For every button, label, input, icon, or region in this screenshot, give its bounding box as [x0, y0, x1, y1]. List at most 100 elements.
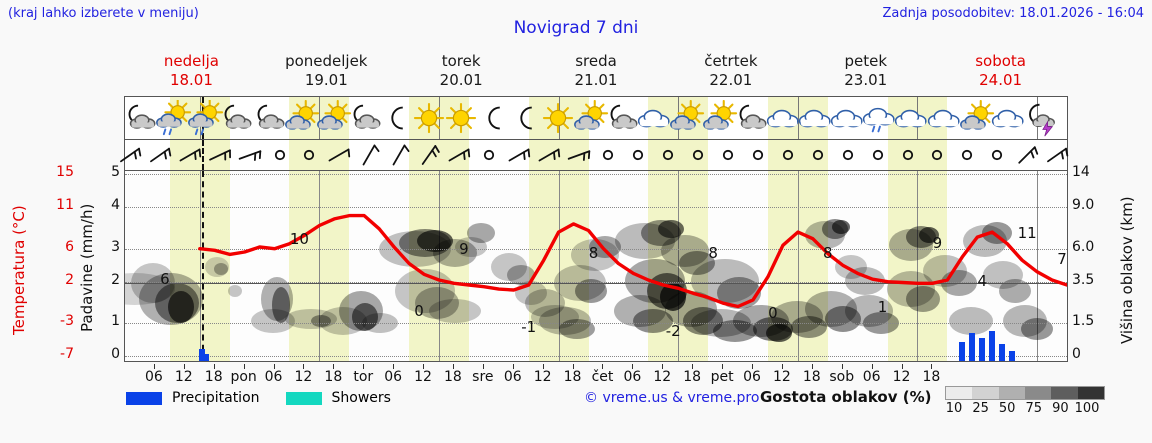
wind-barb-calm-16 — [593, 140, 623, 170]
x-tick-mark-13 — [542, 364, 544, 369]
day-name: četrtek — [704, 52, 758, 70]
wind-barb-calm-17 — [623, 140, 653, 170]
day-name: sreda — [575, 52, 617, 70]
weather-icon-sun-9 — [410, 100, 448, 138]
x-tick-label-15: čet — [591, 369, 614, 385]
wind-barb-10 — [414, 140, 444, 170]
temperature-value-label-14: 7 — [1057, 250, 1067, 268]
weather-icon-row — [124, 96, 1068, 140]
cloud-density-cell-0 — [946, 387, 973, 399]
wind-barb-31 — [1042, 140, 1072, 170]
x-tick-mark-25 — [901, 364, 903, 369]
temperature-value-label-11: 9 — [932, 234, 943, 252]
precip-bar-1 — [202, 354, 209, 361]
temperature-value-label-12: 4 — [977, 272, 988, 290]
x-tick-label-13: 12 — [533, 369, 552, 385]
wind-barb-calm-23 — [803, 140, 833, 170]
weather-icon-moon-cloud-7 — [346, 100, 384, 138]
x-tick-label-3: pon — [230, 369, 257, 385]
wind-barb-30 — [1012, 140, 1042, 170]
precipitation-legend-label: Precipitation — [172, 390, 260, 406]
weather-icon-cloud-drizzle-23 — [860, 100, 898, 138]
weather-icon-moon-cloud-0 — [121, 100, 159, 138]
x-tick-label-2: 18 — [204, 369, 223, 385]
temperature-value-label-13: 11 — [1017, 224, 1037, 242]
wind-barb-calm-5 — [265, 140, 295, 170]
temperature-value-label-8: 0 — [768, 304, 778, 322]
weather-icon-cloud-20 — [764, 100, 802, 138]
day-date: 22.01 — [709, 71, 753, 89]
day-header-3: sreda 21.01 — [529, 52, 664, 94]
page-title: Novigrad 7 dni — [513, 18, 639, 38]
temperature-value-label-5: 8 — [588, 244, 599, 262]
x-tick-label-12: 06 — [503, 369, 522, 385]
day-date: 23.01 — [844, 71, 888, 89]
temperature-tick-4: -3 — [60, 313, 74, 329]
cloud-density-cell-5 — [1077, 387, 1104, 399]
wind-barb-13 — [504, 140, 534, 170]
temp-gridline-2 — [125, 248, 1067, 250]
precip-bar-2 — [959, 341, 966, 361]
temp-gridline-5 — [125, 356, 1067, 358]
wind-barb-row — [120, 140, 1069, 170]
cloud-height-tick-1: 9.0 — [1072, 197, 1095, 214]
precipitation-tick-4: 1 — [111, 313, 120, 329]
dashline — [201, 171, 204, 361]
daylight-band-6 — [887, 171, 948, 361]
wind-barb-calm-19 — [683, 140, 713, 170]
temperature-curve — [198, 213, 1067, 309]
x-tick-mark-4 — [273, 364, 275, 369]
cloud-density-cell-4 — [1051, 387, 1078, 399]
day-date: 19.01 — [304, 71, 348, 89]
weather-icon-cloud-25 — [925, 100, 963, 138]
weather-icon-sun-cloud-5 — [282, 100, 320, 138]
cloud-height-tick-0: 14 — [1072, 164, 1090, 181]
weather-icon-sun-13 — [539, 100, 577, 138]
wind-barb-calm-21 — [743, 140, 773, 170]
daylight-band-2 — [409, 171, 469, 361]
x-tick-mark-16 — [632, 364, 634, 369]
temperature-value-label-3: 9 — [459, 240, 469, 258]
weather-icon-moon-cloud-3 — [217, 100, 255, 138]
wind-barb-calm-28 — [952, 140, 982, 170]
wind-barb-calm-18 — [653, 140, 683, 170]
day-header-6: sobota 24.01 — [933, 52, 1068, 94]
weather-icon-sun-cloud-14 — [571, 100, 609, 138]
precipitation-tick-1: 4 — [111, 197, 120, 214]
x-tick-label-5: 12 — [294, 369, 313, 385]
day-separator-4 — [678, 171, 680, 361]
weather-icon-moon-8 — [378, 100, 416, 138]
wind-barb-calm-25 — [863, 140, 893, 170]
temp-gridline-3 — [125, 281, 1067, 283]
weather-icon-sun-10 — [442, 100, 480, 138]
weather-icon-cloud-16 — [635, 100, 673, 138]
x-tick-mark-3 — [243, 364, 245, 369]
weather-icon-cloud-22 — [828, 100, 866, 138]
wind-barb-0 — [115, 140, 145, 170]
showers-legend-label: Showers — [331, 390, 391, 406]
precip-bar-6 — [999, 343, 1006, 361]
weather-icon-sun-cloud-26 — [957, 100, 995, 138]
x-tick-label-14: 18 — [563, 369, 582, 385]
last-update-label: Zadnja posodobitev: 18.01.2026 - 16:04 — [882, 6, 1144, 21]
x-tick-mark-21 — [781, 364, 783, 369]
wind-barb-14 — [534, 140, 564, 170]
weather-icon-moon-12 — [507, 100, 545, 138]
precip-bar-5 — [989, 331, 996, 361]
day-name: petek — [844, 52, 887, 70]
x-tick-label-20: 06 — [743, 369, 761, 385]
x-tick-mark-2 — [213, 364, 215, 369]
wind-barb-8 — [354, 140, 384, 170]
wind-barb-2 — [175, 140, 205, 170]
wind-barb-7 — [324, 140, 354, 170]
x-tick-label-10: 18 — [444, 369, 462, 385]
x-tick-label-22: 18 — [802, 369, 821, 385]
day-name: nedelja — [163, 52, 219, 70]
x-tick-label-1: 12 — [174, 369, 193, 385]
daylight-band-4 — [648, 171, 709, 361]
x-tick-label-16: 06 — [623, 369, 642, 385]
day-name: ponedeljek — [285, 52, 368, 70]
weather-icon-sun-cloud-17 — [667, 100, 705, 138]
x-tick-label-4: 06 — [264, 369, 283, 385]
precip-bar-7 — [1009, 350, 1016, 361]
